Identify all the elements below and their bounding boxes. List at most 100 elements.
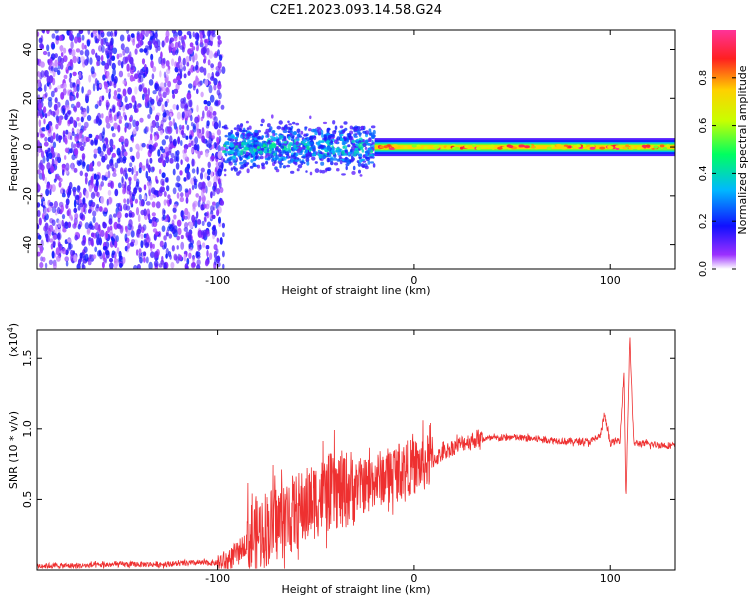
spectrogram-cell	[147, 87, 150, 97]
spectrogram-cell	[185, 135, 189, 140]
spectrogram-cell	[69, 116, 74, 124]
spectrogram-cell	[233, 127, 237, 130]
spectrogram-cell	[121, 144, 125, 153]
spectrogram-cell	[38, 119, 42, 128]
spectrogram-cell	[144, 94, 150, 103]
spectrogram-cell	[127, 167, 132, 173]
spectrogram-cell	[144, 126, 148, 135]
spectrogram-cell	[200, 167, 205, 173]
spectrogram-cell	[119, 263, 123, 268]
spectrogram-cell	[53, 103, 58, 111]
spectrogram-cell	[50, 66, 54, 72]
spectrogram-cell	[309, 141, 314, 145]
spectrogram-cell	[68, 32, 73, 41]
x-tick-label: 100	[600, 572, 621, 585]
spectrogram-cell	[314, 161, 318, 164]
spectrogram-cell	[251, 133, 255, 137]
spectrogram-cell	[252, 144, 257, 148]
spectrogram-cell	[147, 40, 152, 46]
spectrogram-cell	[270, 144, 276, 149]
spectrogram-cell	[44, 113, 48, 119]
spectrogram-cell	[96, 203, 100, 209]
spectrogram-cell	[531, 145, 536, 149]
spectrogram-cell	[205, 150, 209, 158]
spectrogram-cell	[184, 103, 188, 112]
spectrogram-cell	[273, 160, 277, 164]
spectrogram-cell	[179, 45, 185, 50]
spectrogram-cell	[240, 145, 244, 148]
spectrogram-cell	[140, 68, 144, 76]
spectrogram-cell	[183, 73, 187, 79]
spectrogram-cell	[46, 75, 50, 84]
spectrogram-x-label: Height of straight line (km)	[281, 284, 430, 297]
spectrogram-cell	[455, 147, 460, 150]
spectrogram-cell	[224, 160, 229, 164]
spectrogram-cell	[152, 243, 155, 249]
spectrogram-cell	[102, 245, 108, 251]
spectrogram-cell	[180, 241, 185, 250]
spectrogram-cell	[67, 221, 72, 228]
spectrogram-cell	[135, 120, 140, 126]
spectrogram-cell	[158, 263, 163, 268]
colorbar-label: Normalized spectral amplitude	[736, 65, 749, 234]
spectrogram-cell	[122, 48, 126, 56]
spectrogram-cell	[100, 31, 105, 38]
spectrogram-cell	[351, 170, 356, 175]
spectrogram-cell	[64, 256, 69, 262]
spectrogram-cell	[166, 151, 169, 158]
spectrogram-cell	[351, 139, 356, 144]
spectrogram-cell	[306, 145, 310, 150]
spectrogram-cell	[177, 40, 181, 49]
spectrogram-cell	[206, 100, 211, 107]
spectrogram-cell	[92, 210, 97, 217]
spectrogram-cell	[222, 263, 225, 269]
spectrogram-cell	[201, 242, 206, 248]
spectrogram-cell	[180, 159, 183, 165]
spectrogram-cell	[171, 50, 176, 56]
spectrogram-cell	[81, 240, 86, 246]
spectrogram-cell	[180, 192, 184, 198]
spectrogram-cell	[152, 166, 155, 172]
spectrogram-cell	[343, 121, 348, 125]
spectrogram-cell	[372, 163, 376, 168]
spectrogram-cell	[192, 255, 195, 263]
spectrogram-cell	[80, 137, 84, 143]
spectrogram-cell	[129, 116, 132, 123]
spectrogram-cell	[72, 71, 77, 77]
spectrogram-cell	[311, 153, 317, 157]
spectrogram-cell	[139, 48, 144, 53]
spectrogram-cell	[148, 79, 154, 86]
spectrogram-cell	[174, 41, 179, 49]
spectrogram-cell	[275, 168, 280, 173]
spectrogram-cell	[224, 173, 227, 177]
spectrogram-cell	[77, 36, 82, 43]
spectrogram-cell	[115, 261, 120, 267]
spectrogram-cell	[204, 79, 209, 86]
spectrogram-cell	[254, 137, 257, 141]
spectrogram-cell	[293, 131, 297, 135]
spectrogram-cell	[190, 262, 196, 269]
spectrogram-cell	[163, 235, 167, 241]
spectrogram-cell	[288, 123, 292, 126]
spectrogram-cell	[186, 31, 192, 36]
spectrogram-cell	[149, 96, 153, 103]
spectrogram-cell	[194, 136, 199, 145]
spectrogram-cell	[54, 87, 58, 93]
spectrogram-cell	[645, 144, 651, 148]
spectrogram-cell	[145, 30, 150, 34]
spectrogram-cell	[131, 193, 135, 202]
spectrogram-cell	[107, 189, 112, 196]
spectrogram-cell	[326, 157, 330, 163]
spectrogram-cell	[68, 77, 72, 83]
spectrogram-cell	[217, 178, 221, 185]
spectrogram-cell	[245, 120, 249, 124]
spectrogram-cell	[169, 157, 174, 164]
spectrogram-cell	[134, 100, 137, 108]
spectrogram-cell	[333, 162, 339, 166]
spectrogram-cell	[196, 259, 201, 266]
spectrogram-cell	[189, 42, 194, 48]
spectrogram-cell	[100, 54, 104, 62]
spectrogram-cell	[176, 235, 180, 241]
spectrogram-cell	[142, 93, 145, 101]
spectrogram-cell	[112, 55, 116, 61]
